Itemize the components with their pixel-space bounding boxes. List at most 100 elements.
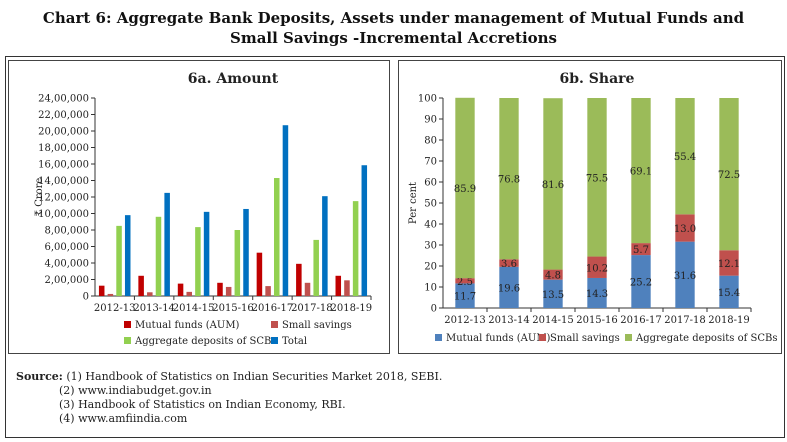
- y-tick-label: 18,00,000: [38, 143, 89, 154]
- figure-frame: [5, 56, 785, 438]
- bar-segment: [499, 98, 519, 260]
- x-tick-label: 2015-16: [212, 303, 254, 314]
- y-tick-label: 16,00,000: [38, 160, 89, 171]
- x-tick-label: 2012-13: [444, 315, 486, 326]
- data-label: 76.8: [498, 175, 520, 186]
- x-tick-label: 2016-17: [620, 315, 662, 326]
- data-label: 72.5: [718, 170, 740, 181]
- bar-segment: [587, 98, 607, 257]
- legend-label: Small savings: [282, 320, 352, 331]
- x-tick-label: 2013-14: [133, 303, 175, 314]
- source-label: Source:: [16, 370, 63, 383]
- y-tick-label: 0: [431, 304, 437, 315]
- bar: [282, 125, 289, 296]
- x-tick-label: 2014-15: [532, 315, 574, 326]
- bar-segment: [455, 278, 475, 284]
- x-tick-label: 2017-18: [291, 303, 333, 314]
- y-axis-label: ₹ Crore: [34, 178, 45, 217]
- data-label: 10.2: [586, 263, 608, 274]
- y-tick-label: 80: [424, 136, 437, 147]
- bar: [361, 165, 368, 296]
- legend-swatch: [271, 337, 278, 344]
- bar: [186, 291, 192, 296]
- bar: [225, 286, 232, 296]
- bar: [155, 216, 162, 296]
- x-tick-label: 2015-16: [576, 315, 618, 326]
- bar: [313, 239, 319, 296]
- bar-segment: [499, 266, 519, 308]
- bar: [352, 201, 359, 296]
- bar-segment: [587, 256, 607, 278]
- y-tick-label: 40: [424, 220, 437, 231]
- bar: [98, 285, 105, 296]
- legend-label: Mutual funds (AUM): [135, 320, 240, 331]
- y-tick-label: 4,00,000: [44, 259, 89, 270]
- data-label: 25.2: [630, 278, 652, 289]
- data-label: 13.5: [542, 290, 564, 301]
- y-tick-label: 22,00,000: [38, 110, 89, 121]
- bar: [256, 252, 263, 296]
- panel-title: 6a. Amount: [188, 71, 279, 87]
- legend-label: Small savings: [550, 333, 620, 344]
- legend-swatch: [124, 321, 131, 328]
- y-tick-label: 20: [424, 262, 437, 273]
- data-label: 69.1: [630, 167, 652, 178]
- source-item: (4) www.amfiindia.com: [59, 412, 188, 425]
- bar-segment: [675, 241, 695, 308]
- y-tick-label: 12,00,000: [38, 193, 89, 204]
- source-item: (2) www.indiabudget.gov.in: [59, 384, 212, 397]
- chart-title-line-2: Small Savings -Incremental Accretions: [229, 29, 558, 47]
- data-label: 12.1: [718, 259, 740, 270]
- bar-segment: [455, 283, 475, 308]
- x-tick-label: 2016-17: [252, 303, 294, 314]
- bar-segment: [543, 98, 563, 270]
- panel-title: 6b. Share: [560, 71, 635, 87]
- bar-segment: [631, 255, 651, 308]
- source-item: (1) Handbook of Statistics on Indian Sec…: [66, 370, 443, 383]
- data-label: 11.7: [454, 292, 476, 303]
- legend-swatch: [271, 321, 278, 328]
- x-tick-label: 2017-18: [664, 315, 706, 326]
- bar-segment: [631, 243, 651, 256]
- bar: [138, 275, 144, 296]
- bar: [265, 286, 271, 296]
- data-label: 85.9: [454, 184, 476, 195]
- y-tick-label: 10: [424, 283, 437, 294]
- y-tick-label: 90: [424, 115, 437, 126]
- share-chart: 6b. Share Per cent 0 10 20 30 40 50 60 70 80 90 100 2…: [408, 71, 777, 344]
- bar-segment: [631, 98, 651, 244]
- y-tick-label: 0: [83, 292, 89, 303]
- bar: [177, 283, 184, 296]
- amount-chart: 6a. Amount ₹ Crore 0 2,00,000 4,00,000 6,00,0…: [34, 71, 372, 347]
- bar-segment: [543, 279, 563, 308]
- bar: [116, 225, 122, 296]
- panel-amount: 6a. Amount ₹ Crore 0 2,00,000 4,00,000 6,00,0…: [8, 60, 390, 354]
- bar: [107, 293, 114, 296]
- data-label: 31.6: [674, 271, 696, 282]
- bar: [304, 282, 311, 296]
- data-label: 4.8: [545, 271, 561, 282]
- source-item: (3) Handbook of Statistics on Indian Eco…: [59, 398, 346, 411]
- data-label: 2.5: [457, 277, 473, 288]
- legend-label: Aggregate deposits of SCBs: [635, 333, 777, 344]
- legend-swatch: [625, 334, 632, 341]
- bar: [147, 292, 153, 296]
- y-tick-label: 14,00,000: [38, 176, 89, 187]
- bar: [296, 263, 302, 296]
- data-label: 14.3: [586, 289, 608, 300]
- data-label: 81.6: [542, 180, 564, 191]
- bar-segment: [455, 97, 475, 279]
- legend-swatch: [124, 337, 131, 344]
- bar: [243, 208, 249, 296]
- data-label: 19.6: [498, 283, 520, 294]
- y-tick-label: 24,00,000: [38, 94, 89, 105]
- bar-segment: [587, 277, 607, 308]
- data-label: 13.0: [674, 224, 696, 235]
- y-tick-label: 6,00,000: [44, 242, 89, 253]
- bar-segment: [675, 98, 695, 215]
- legend-swatch: [539, 334, 546, 341]
- x-tick-label: 2018-19: [708, 315, 750, 326]
- y-tick-label: 20,00,000: [38, 127, 89, 138]
- data-label: 15.4: [718, 288, 740, 299]
